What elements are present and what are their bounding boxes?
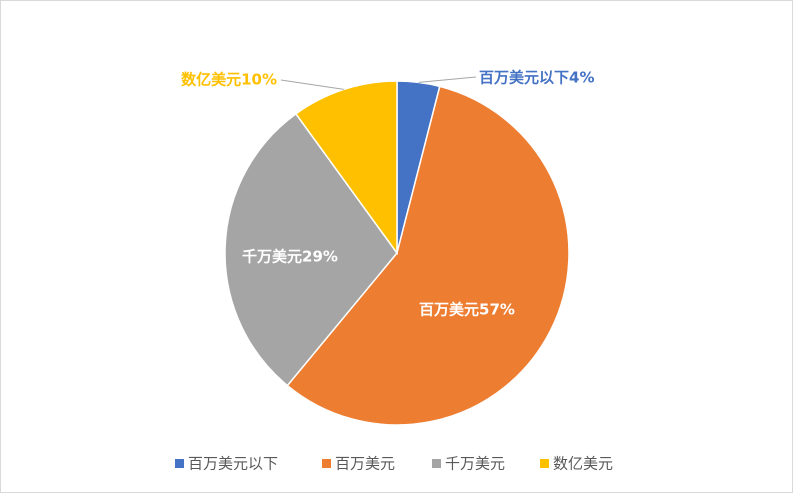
legend-swatch-million: [322, 459, 331, 468]
legend-item-under-million: 百万美元以下: [175, 455, 278, 473]
legend: 百万美元以下 百万美元 千万美元 数亿美元: [175, 455, 613, 473]
legend-item-ten-million: 千万美元: [432, 455, 505, 473]
data-label-million: 百万美元57%: [419, 301, 515, 319]
legend-item-million: 百万美元: [322, 455, 395, 473]
legend-label-under-million: 百万美元以下: [188, 455, 278, 473]
data-labels: 百万美元以下4% 百万美元57% 千万美元29% 数亿美元10%: [181, 69, 594, 319]
leader-line-under-million: [418, 76, 477, 83]
data-label-ten-million: 千万美元29%: [242, 248, 338, 266]
legend-swatch-ten-million: [432, 459, 441, 468]
leader-line-hundreds-million: [280, 79, 344, 90]
data-label-under-million: 百万美元以下4%: [479, 69, 594, 87]
pie-slice-hundreds-million: [294, 80, 398, 256]
pie-slice-million: [286, 85, 570, 426]
legend-swatch-under-million: [175, 459, 184, 468]
legend-item-hundreds-million: 数亿美元: [540, 455, 613, 473]
legend-label-million: 百万美元: [335, 455, 395, 473]
legend-swatch-hundreds-million: [540, 459, 549, 468]
leader-lines: [280, 76, 477, 90]
legend-label-ten-million: 千万美元: [445, 455, 505, 473]
data-label-hundreds-million: 数亿美元10%: [181, 71, 277, 89]
legend-label-hundreds-million: 数亿美元: [553, 455, 613, 473]
pie-slices: [224, 80, 570, 426]
pie-slice-ten-million: [224, 112, 398, 387]
